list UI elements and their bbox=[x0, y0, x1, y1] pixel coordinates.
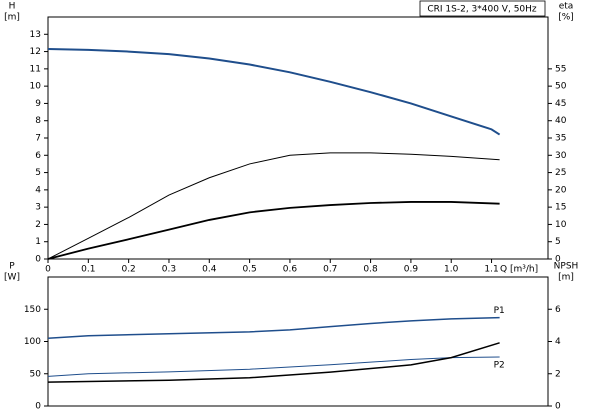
y-tick-label: 8 bbox=[35, 116, 41, 126]
plot-frame bbox=[47, 16, 549, 260]
y-tick-label: 13 bbox=[30, 30, 41, 40]
y-tick-label: 5 bbox=[35, 168, 41, 178]
y-axis-unit: [m] bbox=[4, 13, 20, 23]
x-tick-label: 0.1 bbox=[81, 265, 95, 275]
y-tick-label: 11 bbox=[30, 64, 41, 74]
y-tick-label: 0 bbox=[35, 255, 41, 265]
series-line bbox=[47, 47, 501, 136]
y2-tick-label: 35 bbox=[555, 134, 566, 144]
chart-title: CRI 1S-2, 3*400 V, 50Hz bbox=[427, 5, 537, 15]
x-tick-label: 0.6 bbox=[283, 265, 298, 275]
series-line bbox=[47, 201, 500, 260]
x-tick-label: 0.8 bbox=[363, 265, 378, 275]
y-axis-unit: [W] bbox=[4, 273, 20, 283]
x-tick-label: 1.1 bbox=[484, 265, 498, 275]
title-box bbox=[419, 0, 546, 17]
y2-axis-label: NPSH bbox=[554, 262, 579, 272]
y-tick-label: 9 bbox=[35, 99, 41, 109]
y2-tick-label: 0 bbox=[555, 402, 561, 412]
y2-tick-label: 4 bbox=[555, 337, 561, 347]
y-axis-label: P bbox=[9, 262, 15, 272]
x-tick-label: 0.3 bbox=[162, 265, 176, 275]
y2-tick-label: 25 bbox=[555, 168, 566, 178]
x-tick-label: 0.7 bbox=[323, 265, 337, 275]
x-tick-label: 1.0 bbox=[444, 265, 459, 275]
y2-tick-label: 10 bbox=[555, 220, 567, 230]
y-tick-label: 3 bbox=[35, 203, 41, 213]
y2-tick-label: 6 bbox=[555, 305, 561, 315]
y2-tick-label: 20 bbox=[555, 185, 567, 195]
y-tick-label: 6 bbox=[35, 151, 41, 161]
x-tick-label: 0 bbox=[45, 265, 51, 275]
y-tick-label: 10 bbox=[30, 82, 42, 92]
x-tick-label: 0.9 bbox=[404, 265, 419, 275]
y-tick-label: 0 bbox=[35, 402, 41, 412]
y2-tick-label: 0 bbox=[555, 255, 561, 265]
y-tick-label: 50 bbox=[30, 369, 42, 379]
y2-axis-label: eta bbox=[559, 2, 574, 12]
y-tick-label: 150 bbox=[24, 305, 41, 315]
y2-tick-label: 2 bbox=[555, 369, 561, 379]
x-tick-label: 0.5 bbox=[242, 265, 256, 275]
series-line bbox=[47, 342, 500, 383]
x-tick-label: 0.2 bbox=[121, 265, 135, 275]
y2-axis-unit: [m] bbox=[558, 273, 574, 283]
series-line bbox=[47, 356, 500, 377]
series-label: P1 bbox=[494, 306, 505, 316]
plot-frame bbox=[47, 276, 549, 407]
series-line bbox=[47, 316, 500, 340]
y-tick-label: 12 bbox=[30, 47, 41, 57]
x-tick-label: 0.4 bbox=[202, 265, 217, 275]
x-axis-label: Q [m³/h] bbox=[500, 265, 538, 275]
y-tick-label: 4 bbox=[35, 185, 41, 195]
y-tick-label: 1 bbox=[35, 237, 41, 247]
y2-tick-label: 15 bbox=[555, 203, 566, 213]
series-line bbox=[47, 152, 500, 260]
y2-tick-label: 50 bbox=[555, 82, 567, 92]
series-label: P2 bbox=[494, 360, 505, 370]
y-axis-label: H bbox=[9, 2, 16, 12]
y2-tick-label: 5 bbox=[555, 237, 561, 247]
y-tick-label: 7 bbox=[35, 134, 41, 144]
y2-tick-label: 30 bbox=[555, 151, 567, 161]
y-tick-label: 100 bbox=[24, 337, 41, 347]
y2-tick-label: 45 bbox=[555, 99, 566, 109]
y2-axis-unit: [%] bbox=[558, 13, 574, 23]
y-tick-label: 2 bbox=[35, 220, 41, 230]
y2-tick-label: 55 bbox=[555, 64, 566, 74]
y2-tick-label: 40 bbox=[555, 116, 567, 126]
